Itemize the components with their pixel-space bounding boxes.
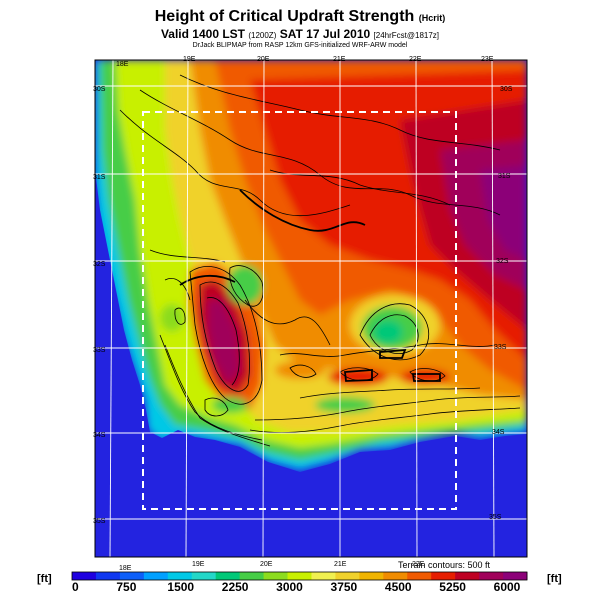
colorbar-swatch xyxy=(431,572,456,580)
title-suffix: (Hcrit) xyxy=(418,13,446,23)
credit-line: DrJack BLIPMAP from RASP 12km GFS-initia… xyxy=(192,42,408,49)
colorbar-swatch xyxy=(503,572,528,580)
lat-label-left: 34S xyxy=(93,432,106,439)
lat-label-right: 30S xyxy=(500,86,513,93)
valid-time-line: Valid 1400 LST (1200Z) SAT 17 Jul 2010 [… xyxy=(0,27,600,41)
lon-label-top: 20E xyxy=(257,56,270,63)
map-area xyxy=(95,60,527,557)
colorbar-swatch xyxy=(191,572,217,580)
colorbar-frame xyxy=(71,571,528,581)
inner-domain-box xyxy=(142,111,457,510)
colorbar-swatch xyxy=(407,572,432,580)
lat-label-left: 30S xyxy=(93,86,106,93)
lon-label-bottom: 21E xyxy=(334,561,347,568)
ocean-overlay xyxy=(95,170,527,557)
colorbar-tick-label: 5250 xyxy=(439,580,466,594)
lat-label-right: 32S xyxy=(496,258,509,265)
lat-label-left: 35S xyxy=(93,518,106,525)
title-main: Height of Critical Updraft Strength xyxy=(154,8,415,25)
colorbar-swatch xyxy=(287,572,312,580)
colorbar-swatch xyxy=(383,572,408,580)
colorbar-tick-label: 3000 xyxy=(276,580,303,594)
colorbar-unit-right: [ft] xyxy=(547,573,562,585)
colorbar-swatch xyxy=(335,572,360,580)
colorbar-tick-label: 6000 xyxy=(494,580,521,594)
colorbar-swatch xyxy=(72,572,97,580)
lon-label-top: 18E xyxy=(116,61,129,68)
colorbar-swatch xyxy=(455,572,480,580)
map-frame xyxy=(94,59,528,558)
hcrit-field xyxy=(95,60,527,470)
valid-date: SAT 17 Jul 2010 xyxy=(279,27,371,41)
colorbar: 0 750 1500 2250 3000 3750 4500 5250 6000 xyxy=(71,571,528,594)
colorbar-swatch xyxy=(479,572,504,580)
terrain-contour-note: Terrain contours: 500 ft xyxy=(398,560,491,570)
lat-label-right: 34S xyxy=(492,429,505,436)
colorbar-swatch xyxy=(359,572,384,580)
chart-title: Height of Critical Updraft Strength (Hcr… xyxy=(0,8,600,26)
lat-label-right: 31S xyxy=(498,173,511,180)
grid-labels: 18E 19E 20E 21E 22E 23E 18E 19E 20E 21E … xyxy=(93,56,513,572)
terrain-contours-bold xyxy=(179,189,441,382)
lat-lon-grid xyxy=(95,60,527,557)
colorbar-swatch xyxy=(239,572,265,580)
colorbar-tick-label: 0 xyxy=(72,580,79,594)
lat-label-right: 35S xyxy=(489,514,502,521)
lon-label-bottom: 18E xyxy=(119,565,132,572)
colorbar-tick-label: 2250 xyxy=(222,580,249,594)
colorbar-swatch xyxy=(263,572,289,580)
lon-label-top: 21E xyxy=(333,56,346,63)
colorbar-swatch xyxy=(167,572,193,580)
forecast-label: [24hrFcst@1817z] xyxy=(373,31,440,40)
lon-label-top: 22E xyxy=(409,56,422,63)
lat-label-left: 33S xyxy=(93,347,106,354)
colorbar-swatch xyxy=(311,572,336,580)
colorbar-tick-label: 4500 xyxy=(385,580,412,594)
colorbar-unit-left: [ft] xyxy=(37,573,52,585)
colorbar-tick-label: 1500 xyxy=(167,580,194,594)
lat-label-left: 32S xyxy=(93,261,106,268)
lat-label-left: 31S xyxy=(93,174,106,181)
colorbar-swatch xyxy=(119,572,145,580)
lon-label-bottom: 22E xyxy=(412,561,425,568)
colorbar-swatch xyxy=(95,572,121,580)
valid-code: (1200Z) xyxy=(248,31,277,40)
lat-label-right: 33S xyxy=(494,344,507,351)
lon-label-bottom: 20E xyxy=(260,561,273,568)
colorbar-tick-label: 750 xyxy=(116,580,136,594)
colorbar-tick-label: 3750 xyxy=(331,580,358,594)
colorbar-swatch xyxy=(143,572,169,580)
lon-label-top: 19E xyxy=(183,56,196,63)
lon-label-bottom: 19E xyxy=(192,561,205,568)
colorbar-swatch xyxy=(215,572,241,580)
lon-label-top: 23E xyxy=(481,56,494,63)
valid-label: Valid 1400 LST xyxy=(160,27,245,41)
